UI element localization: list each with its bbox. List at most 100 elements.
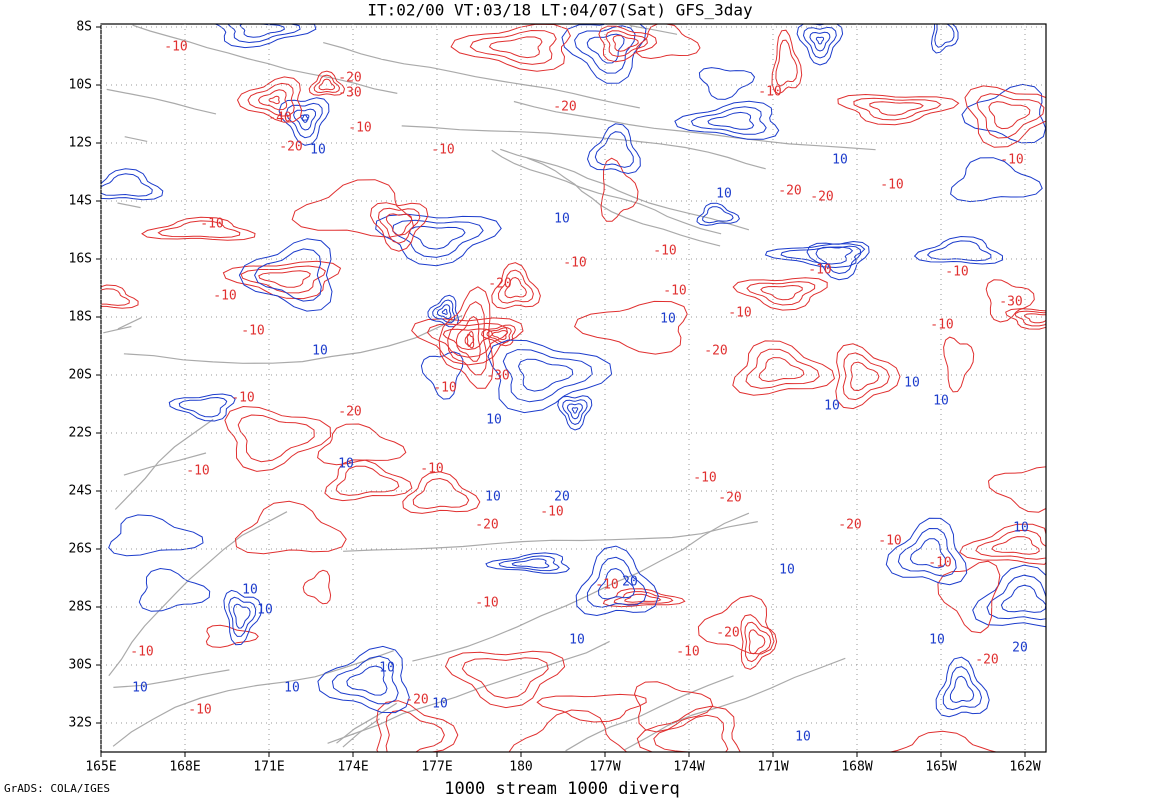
contour-line xyxy=(586,556,648,608)
contour-line xyxy=(557,395,593,431)
contour-line xyxy=(257,89,288,111)
contour-label: -20 xyxy=(279,140,302,155)
contour-line xyxy=(760,284,803,301)
contour-line xyxy=(485,552,571,574)
y-axis-label: 18S xyxy=(69,310,92,325)
contour-label: -10 xyxy=(653,244,676,259)
contour-line xyxy=(809,31,831,52)
contour-label: -10 xyxy=(808,263,831,278)
contour-line xyxy=(732,277,828,311)
contour-line xyxy=(254,248,322,302)
contour-line xyxy=(464,330,475,349)
contour-line xyxy=(178,396,228,418)
contour-line xyxy=(318,78,336,91)
contour-label: -10 xyxy=(945,265,968,280)
contour-line xyxy=(317,423,407,466)
contour-label: -20 xyxy=(718,491,741,506)
x-axis-label: 165E xyxy=(85,760,116,775)
contour-line xyxy=(228,596,257,637)
contour-line xyxy=(205,624,259,648)
x-axis-label: 162W xyxy=(1009,760,1040,775)
streamline xyxy=(565,675,734,752)
contour-label: -10 xyxy=(880,178,903,193)
contour-label: 10 xyxy=(432,697,448,712)
contour-label: -10 xyxy=(930,318,953,333)
streamline xyxy=(123,452,207,476)
streamline xyxy=(117,317,142,330)
streamline xyxy=(132,24,398,94)
contour-label: 10 xyxy=(310,143,326,158)
y-axis-label: 22S xyxy=(69,426,92,441)
contour-line xyxy=(436,304,452,320)
contour-line xyxy=(633,681,714,733)
contour-line xyxy=(748,629,766,655)
contour-line xyxy=(313,74,341,94)
contour-line xyxy=(574,25,636,74)
contour-line xyxy=(740,614,778,670)
contour-label: -10 xyxy=(663,284,686,299)
plot-frame xyxy=(100,23,1047,753)
contour-line xyxy=(240,265,327,294)
contour-line xyxy=(707,111,755,130)
contour-label: 10 xyxy=(904,376,920,391)
x-axis-label: 177E xyxy=(421,760,452,775)
contour-label: -10 xyxy=(728,306,751,321)
contour-label: 10 xyxy=(379,661,395,676)
contour-line xyxy=(690,106,767,135)
contour-line xyxy=(385,709,445,753)
contour-line xyxy=(461,657,549,699)
contour-line xyxy=(943,336,975,393)
contour-line xyxy=(837,93,960,126)
contour-line xyxy=(566,403,583,420)
contour-label: -10 xyxy=(200,217,223,232)
contour-label: 10 xyxy=(569,633,585,648)
contour-line xyxy=(598,25,658,63)
y-axis-label: 30S xyxy=(69,658,92,673)
contour-label: -10 xyxy=(758,85,781,100)
contour-line xyxy=(802,26,837,59)
contour-line xyxy=(236,76,303,123)
contour-line xyxy=(234,500,347,555)
contour-line xyxy=(897,527,957,577)
contour-label: -10 xyxy=(676,645,699,660)
y-axis-label: 28S xyxy=(69,600,92,615)
contour-line xyxy=(498,555,560,572)
x-axis-label: 165W xyxy=(925,760,956,775)
contour-label: -30 xyxy=(338,86,361,101)
contour-line xyxy=(961,83,1047,144)
contour-line xyxy=(842,352,890,401)
x-axis-label: 174W xyxy=(673,760,704,775)
contour-line xyxy=(335,465,400,496)
contour-line xyxy=(301,114,309,121)
x-axis-label: 180 xyxy=(509,760,532,775)
streamline xyxy=(629,24,678,35)
contour-line xyxy=(331,655,399,705)
contour-label: 10 xyxy=(486,413,502,428)
contour-label: -10 xyxy=(878,534,901,549)
contour-label: -20 xyxy=(338,71,361,86)
streamline xyxy=(112,650,394,747)
streamline xyxy=(343,521,758,552)
contour-line xyxy=(885,517,968,586)
contour-line xyxy=(815,245,862,275)
y-axis-label: 14S xyxy=(69,194,92,209)
contour-line xyxy=(487,339,613,414)
streamline xyxy=(513,100,876,151)
contour-line xyxy=(285,102,323,139)
contour-line xyxy=(635,23,701,60)
contour-line xyxy=(597,567,636,600)
contour-line xyxy=(466,333,475,347)
contour-label: -20 xyxy=(338,405,361,420)
streamline xyxy=(103,325,132,334)
contour-line xyxy=(233,603,251,629)
caption: 1000 stream 1000 diverq xyxy=(444,779,679,799)
contour-label: -10 xyxy=(928,556,951,571)
contours xyxy=(100,23,1047,753)
contour-line xyxy=(745,348,820,389)
contour-line xyxy=(258,270,311,288)
contour-label: 10 xyxy=(929,633,945,648)
contour-line xyxy=(975,529,1047,560)
contour-line xyxy=(624,593,662,603)
contour-line xyxy=(991,536,1040,555)
contour-line xyxy=(108,514,204,557)
